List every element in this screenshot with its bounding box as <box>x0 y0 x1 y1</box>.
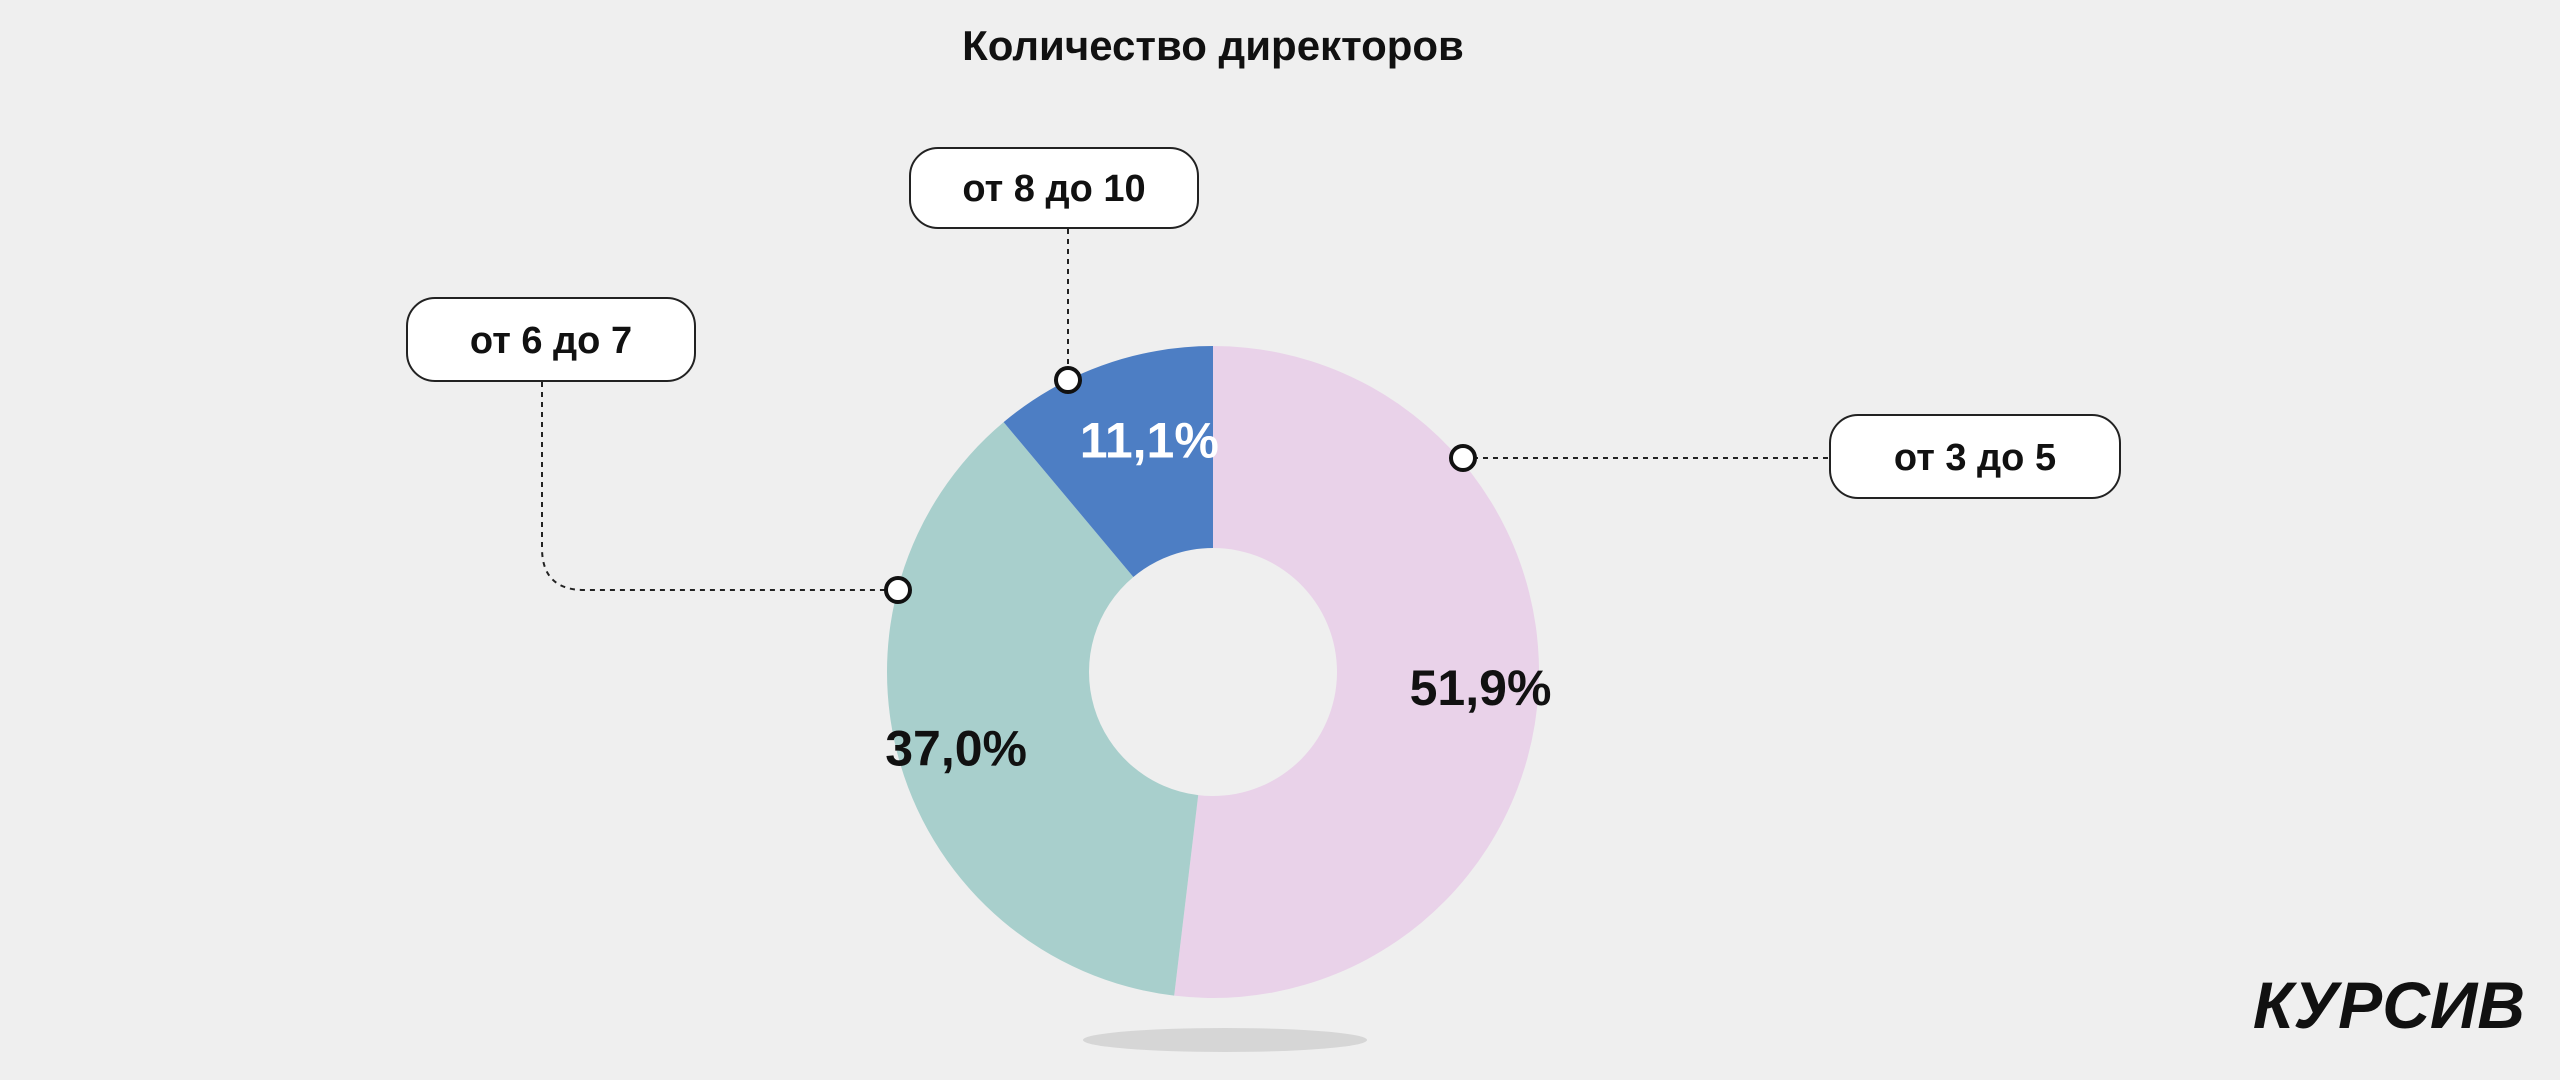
legend-pill-8-10 <box>909 147 1199 229</box>
legend-pill-6-7 <box>406 297 696 382</box>
legend-label-6-7: от 6 до 7 <box>470 320 632 362</box>
legend-label-8-10: от 8 до 10 <box>962 168 1145 210</box>
marker-dot-8-10 <box>1054 366 1082 394</box>
chart-title: Количество директоров <box>962 22 1464 69</box>
legend-label-3-5: от 3 до 5 <box>1894 437 2056 479</box>
callout-3-5: от 3 до 5 <box>1449 414 2121 499</box>
slice-value-label-6-7: 37,0% <box>885 720 1027 776</box>
callout-8-10: от 8 до 10 <box>909 147 1199 394</box>
brand-logo-text: КУРСИВ <box>2253 968 2525 1042</box>
marker-dot-3-5 <box>1449 444 1477 472</box>
donut-slice-8-10 <box>1003 346 1213 577</box>
slice-value-labels: 51,9% 37,0% 11,1% <box>885 413 1551 777</box>
donut-slice-6-7 <box>886 422 1199 996</box>
legend-pill-3-5 <box>1829 414 2121 499</box>
slice-value-label-3-5: 51,9% <box>1410 660 1552 716</box>
brand-logo: КУРСИВ <box>2253 968 2525 1042</box>
marker-dot-6-7 <box>884 576 912 604</box>
chart-shadow <box>1083 1028 1367 1052</box>
slice-value-label-8-10: 11,1% <box>1080 413 1219 469</box>
leader-line-6-7 <box>541 382 898 591</box>
donut-slice-3-5 <box>1174 346 1539 998</box>
callout-6-7: от 6 до 7 <box>406 297 912 604</box>
donut-slices <box>886 346 1539 998</box>
